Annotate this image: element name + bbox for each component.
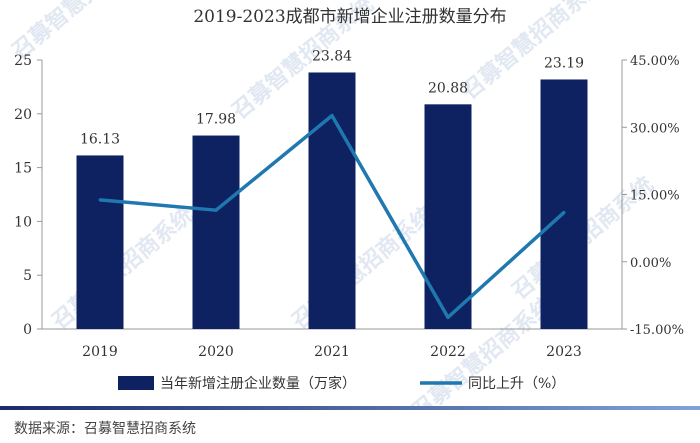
x-axis-tick-labels: 2019 2020 2021 2022 2023 xyxy=(82,344,582,360)
bar-data-label: 23.19 xyxy=(544,55,584,71)
left-axis-tick-label: 25 xyxy=(14,53,32,69)
left-axis-ticks: 0 5 10 15 20 25 xyxy=(14,53,42,338)
bar-data-label: 16.13 xyxy=(80,131,120,147)
bar xyxy=(192,135,240,329)
right-axis-tick-label: 15.00% xyxy=(630,189,680,204)
left-axis-tick-label: 20 xyxy=(14,107,32,123)
legend-bar-label: 当年新增注册企业数量（万家） xyxy=(160,375,356,392)
legend-line-label: 同比上升（%） xyxy=(468,376,565,392)
bar xyxy=(424,104,472,329)
bar-data-label: 17.98 xyxy=(196,112,236,128)
bar-data-label: 23.84 xyxy=(312,48,352,64)
left-axis-tick-label: 0 xyxy=(23,322,32,338)
line-series xyxy=(98,113,566,320)
chart: 召募智慧招商系统召募智慧招商系统召募智慧招商系统召募智慧招商系统召募智慧招商系统… xyxy=(6,0,684,410)
right-axis-tick-label: -15.00% xyxy=(630,323,684,338)
bar-data-label: 20.88 xyxy=(428,80,468,96)
x-axis-tick-label: 2019 xyxy=(82,344,118,360)
bottom-divider xyxy=(0,406,700,410)
x-axis-tick-label: 2021 xyxy=(314,344,350,360)
x-axis-tick-label: 2020 xyxy=(198,344,234,360)
chart-title: 2019-2023成都市新增企业注册数量分布 xyxy=(193,7,506,27)
x-axis-tick-label: 2022 xyxy=(430,344,466,360)
source-note: 数据来源：召募智慧招商系统 xyxy=(14,421,196,437)
legend: 当年新增注册企业数量（万家） 同比上升（%） xyxy=(118,375,565,392)
left-axis-tick-label: 15 xyxy=(14,161,32,177)
bar xyxy=(76,155,124,329)
right-axis-tick-label: 0.00% xyxy=(630,256,671,271)
legend-bar-swatch xyxy=(118,376,154,390)
right-axis-ticks: -15.00% 0.00% 15.00% 30.00% 45.00% xyxy=(622,54,684,338)
right-axis-tick-label: 30.00% xyxy=(630,121,680,136)
bar-data-labels: 16.13 17.98 23.84 20.88 23.19 xyxy=(80,48,584,147)
bar xyxy=(308,72,356,329)
right-axis-tick-label: 45.00% xyxy=(630,54,680,69)
line-point xyxy=(330,114,334,118)
bar xyxy=(540,79,588,329)
line-point xyxy=(446,315,450,319)
left-axis-tick-label: 5 xyxy=(23,268,32,284)
line-point xyxy=(562,210,566,214)
line-point xyxy=(214,208,218,212)
left-axis-tick-label: 10 xyxy=(14,214,32,230)
x-axis-tick-label: 2023 xyxy=(546,344,582,360)
line-point xyxy=(98,198,102,202)
